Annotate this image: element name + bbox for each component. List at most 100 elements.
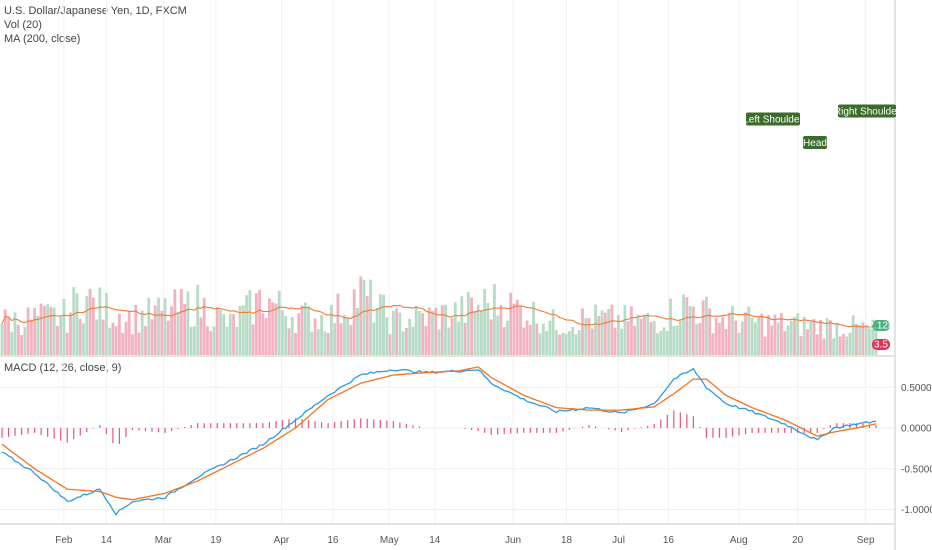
volume-bar [780, 313, 783, 355]
volume-bar [281, 310, 284, 355]
volume-bar [418, 310, 421, 355]
volume-bar [610, 304, 614, 355]
volume-bar [841, 333, 845, 355]
x-axis-label: Feb [55, 535, 73, 546]
volume-bar [271, 302, 275, 355]
x-axis-label: 20 [792, 535, 804, 546]
volume-bar [822, 338, 826, 355]
volume-bar [153, 305, 157, 355]
head-label: Head [803, 138, 827, 149]
volume-bar [215, 306, 219, 355]
volume-bar [346, 317, 350, 355]
volume-bar [744, 312, 747, 355]
volume-bar [166, 320, 170, 355]
volume-bar [65, 332, 69, 355]
volume-bar [245, 295, 248, 355]
volume-bar [29, 319, 33, 355]
volume-bar [179, 289, 183, 355]
ma-indicator-label: MA (200, close) [4, 33, 81, 45]
volume-bar [241, 305, 245, 355]
volume-bar [450, 318, 454, 355]
volume-bar [786, 325, 790, 355]
volume-bar [199, 317, 203, 355]
volume-bar [375, 308, 379, 355]
volume-bar [551, 309, 555, 355]
volume-bar [127, 310, 131, 355]
x-axis-label: Aug [730, 535, 748, 546]
x-axis-label: 19 [210, 535, 222, 546]
x-axis-label: Mar [155, 535, 173, 546]
volume-bar [173, 289, 177, 355]
volume-bar [620, 328, 624, 355]
x-axis-label: Jul [612, 535, 625, 546]
volume-bar [316, 329, 320, 355]
volume-bar [261, 313, 265, 355]
volume-bar [20, 335, 23, 355]
volume-bar [382, 294, 385, 355]
grid [0, 0, 895, 524]
volume-bar [626, 321, 630, 355]
volume-bar [3, 309, 7, 355]
volume-bar [294, 333, 297, 355]
volume-bar [757, 315, 760, 355]
volume-bar [0, 323, 4, 355]
volume-bar [13, 312, 17, 355]
volume-bar [284, 316, 288, 355]
volume-bar [476, 304, 480, 355]
volume-bar [385, 317, 389, 355]
volume-bar [52, 307, 56, 355]
volume-bar [349, 324, 353, 355]
volume-bar [82, 323, 85, 355]
volume-bar [395, 308, 399, 355]
volume-bar [228, 313, 232, 355]
volume-bar [711, 333, 715, 355]
volume-bar [268, 298, 271, 355]
x-axis-label: Jun [505, 535, 521, 546]
volume-bar [10, 331, 14, 355]
volume-bar [225, 326, 229, 355]
volume-bar [776, 322, 780, 355]
volume-bar [248, 290, 252, 355]
volume-bar [147, 297, 151, 355]
volume-badge-bottom-value: 3.5 [874, 340, 888, 351]
volume-bar [499, 305, 503, 355]
volume-bar [489, 319, 493, 355]
volume-bar [470, 297, 474, 355]
volume-bar [359, 276, 363, 355]
volume-bar [832, 338, 836, 355]
volume-bar [649, 322, 653, 355]
volume-bar [300, 305, 304, 355]
volume-bar [352, 289, 356, 355]
volume-bar [793, 317, 796, 355]
volume-bar [408, 318, 412, 355]
volume-bar [202, 297, 206, 355]
volume-bar [140, 310, 144, 355]
volume-bar [721, 316, 725, 355]
volume-bar [789, 320, 793, 355]
volume-bar [404, 327, 408, 355]
volume-bar [388, 334, 392, 355]
volume-bar [186, 291, 190, 355]
volume-bar [714, 317, 718, 355]
x-axis-label: 14 [101, 535, 113, 546]
volume-bar [434, 307, 438, 355]
volume-bar [460, 296, 464, 355]
volume-bar [558, 334, 562, 355]
x-axis-label: 16 [327, 535, 339, 546]
volume-bar [773, 314, 777, 355]
volume-bar [160, 310, 164, 355]
volume-bar [137, 332, 141, 355]
volume-bar [538, 333, 542, 355]
volume-bars [0, 276, 878, 355]
volume-bar [838, 336, 842, 355]
volume-bar [561, 332, 565, 355]
volume-bar [457, 321, 460, 355]
macd-panel [1, 366, 877, 516]
volume-bar [486, 302, 490, 355]
volume-bar [421, 313, 425, 355]
volume-bar [705, 296, 708, 355]
volume-bar [783, 331, 787, 355]
volume-bar [254, 292, 258, 355]
x-axis-label: 16 [663, 535, 675, 546]
